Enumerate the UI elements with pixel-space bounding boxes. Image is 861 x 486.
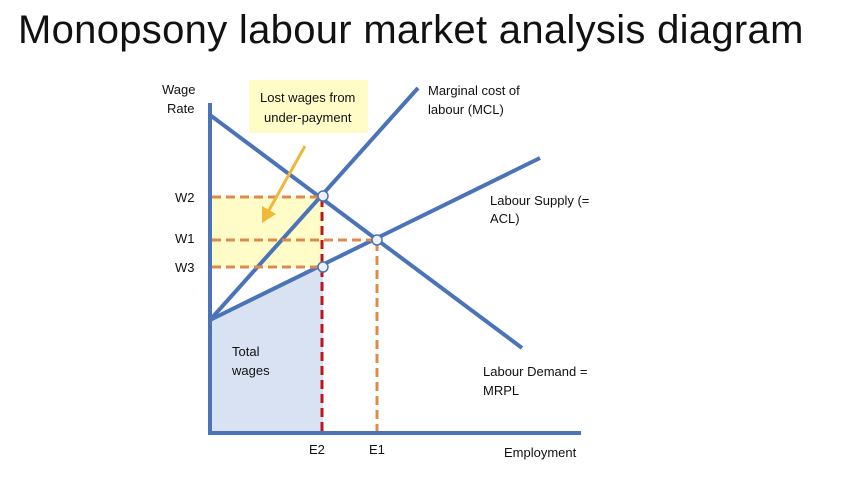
y-axis-label-line2: Rate: [167, 101, 194, 116]
callout-arrow-head: [262, 206, 276, 223]
total-wages-label-line2: wages: [231, 363, 270, 378]
mcl-label-line1: Marginal cost of: [428, 83, 520, 98]
supply-e2-point: [317, 261, 329, 273]
tick-w1: W1: [175, 231, 195, 246]
supply-label-line1: Labour Supply (=: [490, 193, 589, 208]
callout-arrow: [266, 145, 307, 213]
total-wages-area: [210, 267, 323, 433]
tick-w2: W2: [175, 190, 195, 205]
tick-e1: E1: [369, 442, 385, 457]
page-title: Monopsony labour market analysis diagram: [18, 8, 804, 52]
x-axis-label: Employment: [504, 445, 577, 460]
mcl-curve: [208, 86, 420, 322]
supply-label-line2: ACL): [490, 211, 520, 226]
supply-demand-point: [371, 234, 383, 246]
tick-e2: E2: [309, 442, 325, 457]
total-wages-label-line1: Total: [232, 344, 260, 359]
mcl-label-line2: labour (MCL): [428, 102, 504, 117]
y-axis-label-line1: Wage: [162, 82, 195, 97]
mcl-demand-point: [317, 190, 329, 202]
demand-label-line2: MRPL: [483, 383, 519, 398]
callout-box: [249, 80, 368, 133]
tick-w3: W3: [175, 260, 195, 275]
demand-curve: [208, 113, 524, 350]
callout-text-line2: under-payment: [264, 110, 352, 125]
demand-label-line1: Labour Demand =: [483, 364, 587, 379]
callout-text-line1: Lost wages from: [260, 90, 355, 105]
